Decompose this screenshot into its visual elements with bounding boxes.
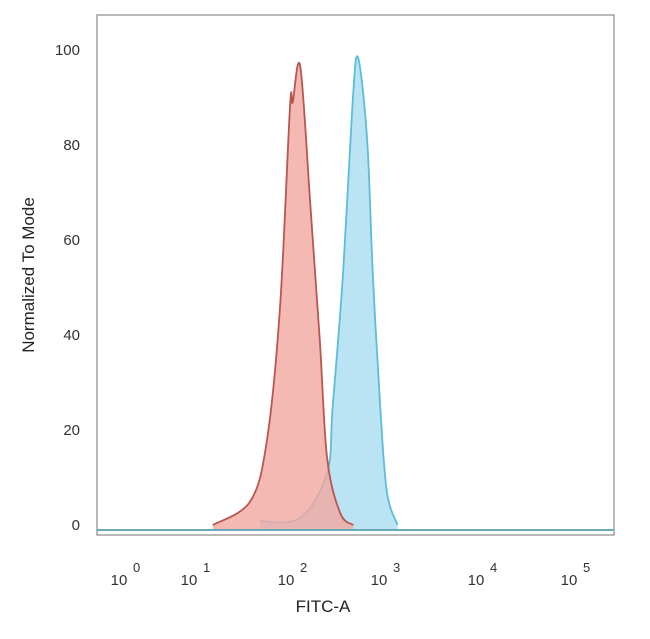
x-tick-base: 10 (371, 572, 388, 589)
y-tick-label: 100 (55, 42, 80, 59)
x-tick-label: 10 2 (278, 560, 308, 589)
y-tick-label: 60 (63, 232, 80, 249)
series-0-line (212, 62, 354, 526)
y-tick-label: 40 (63, 327, 80, 344)
x-axis-label: FITC-A (296, 597, 351, 616)
x-tick-base: 10 (468, 572, 485, 589)
y-axis-label: Normalized To Mode (19, 197, 38, 353)
series-0-area (212, 62, 354, 529)
x-tick-label: 10 5 (561, 560, 591, 589)
series-layer (212, 55, 399, 530)
x-tick-base: 10 (561, 572, 578, 589)
series-1-area (259, 56, 398, 530)
x-ticks: 10 0 10 1 10 2 10 3 10 4 10 5 (111, 560, 591, 589)
x-tick-exponent: 1 (203, 560, 210, 575)
x-tick-exponent: 0 (133, 560, 140, 575)
x-tick-label: 10 1 (181, 560, 211, 589)
x-tick-label: 10 4 (468, 560, 498, 589)
y-tick-label: 20 (63, 422, 80, 439)
x-tick-base: 10 (181, 572, 198, 589)
x-tick-exponent: 5 (583, 560, 590, 575)
x-tick-label: 10 3 (371, 560, 401, 589)
x-tick-base: 10 (278, 572, 295, 589)
y-ticks: 0 20 40 60 80 100 (55, 42, 80, 534)
x-tick-exponent: 2 (300, 560, 307, 575)
y-tick-label: 0 (72, 517, 80, 534)
x-tick-exponent: 4 (490, 560, 497, 575)
x-tick-base: 10 (111, 572, 128, 589)
y-tick-label: 80 (63, 137, 80, 154)
x-tick-exponent: 3 (393, 560, 400, 575)
x-tick-label: 10 0 (111, 560, 141, 589)
